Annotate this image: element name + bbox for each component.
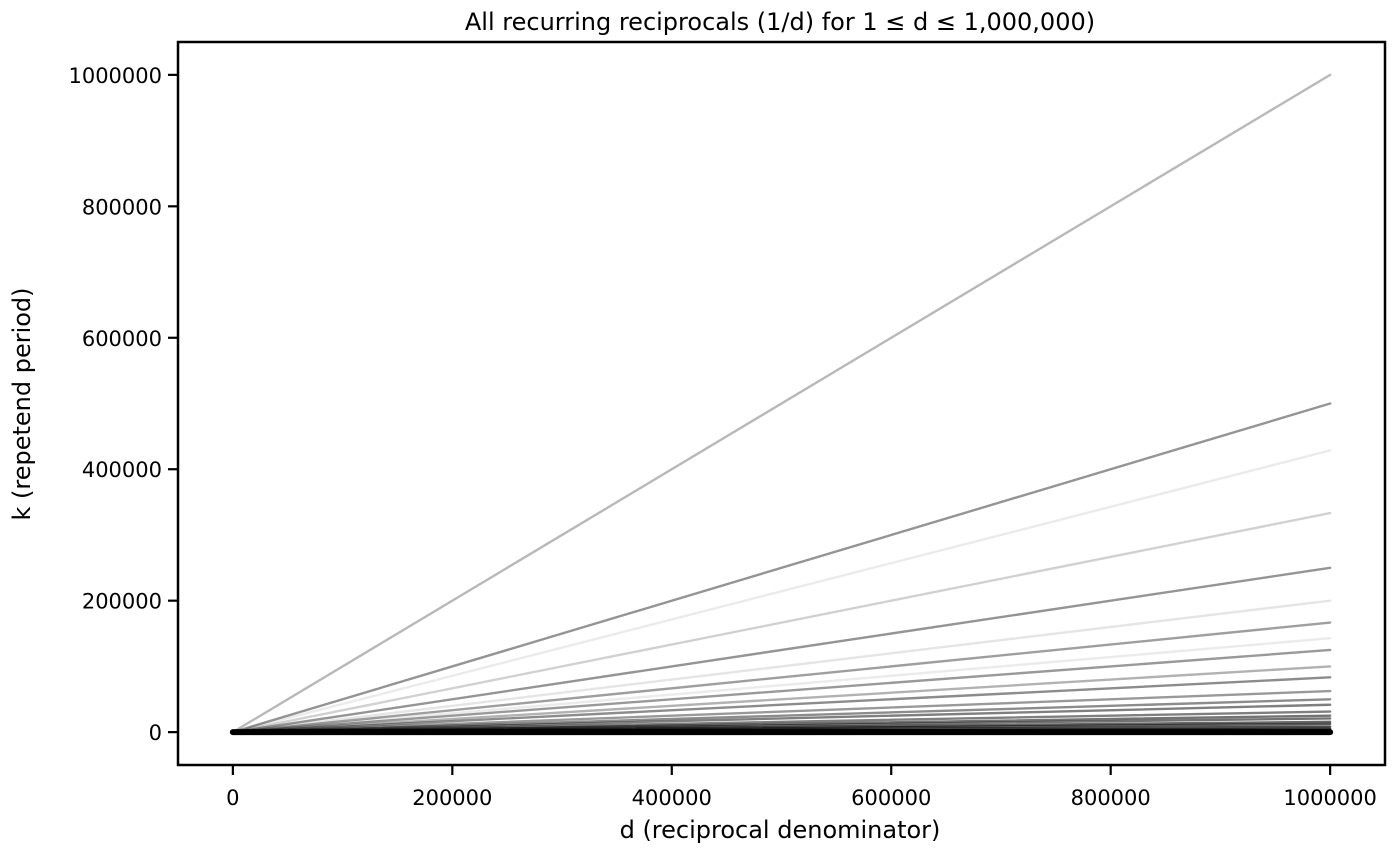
y-tick-label: 1000000	[68, 64, 162, 88]
x-tick-label: 600000	[851, 786, 931, 810]
series-line	[231, 402, 1332, 734]
x-tick-label: 800000	[1071, 786, 1151, 810]
series-line	[231, 449, 1332, 734]
plot-area-frame	[176, 40, 1387, 767]
series-line	[231, 599, 1332, 734]
series-line	[231, 648, 1332, 734]
series-line	[231, 665, 1332, 734]
x-axis-label: d (reciprocal denominator)	[620, 816, 941, 844]
x-tick-label: 400000	[632, 786, 712, 810]
series-layer	[229, 73, 1334, 736]
x-tick-label: 0	[226, 786, 239, 810]
series-line	[231, 621, 1332, 734]
chart-title: All recurring reciprocals (1/d) for 1 ≤ …	[465, 8, 1095, 36]
y-tick-label: 600000	[82, 327, 162, 351]
x-tick-label: 200000	[412, 786, 492, 810]
series-line	[231, 676, 1332, 734]
y-tick-label: 800000	[82, 195, 162, 219]
y-axis-label: k (repetend period)	[8, 287, 36, 520]
series-line	[231, 689, 1332, 734]
x-tick-label: 1000000	[1283, 786, 1377, 810]
series-line	[231, 511, 1332, 734]
series-line	[231, 566, 1332, 734]
x-axis: 0 200000 400000 600000 800000 1000000	[226, 765, 1377, 810]
y-tick-label: 400000	[82, 458, 162, 482]
y-axis: 0 200000 400000 600000 800000 1000000	[68, 64, 178, 745]
y-tick-label: 200000	[82, 590, 162, 614]
series-line	[231, 637, 1332, 734]
y-tick-label: 0	[149, 721, 162, 745]
series-line	[231, 73, 1332, 734]
